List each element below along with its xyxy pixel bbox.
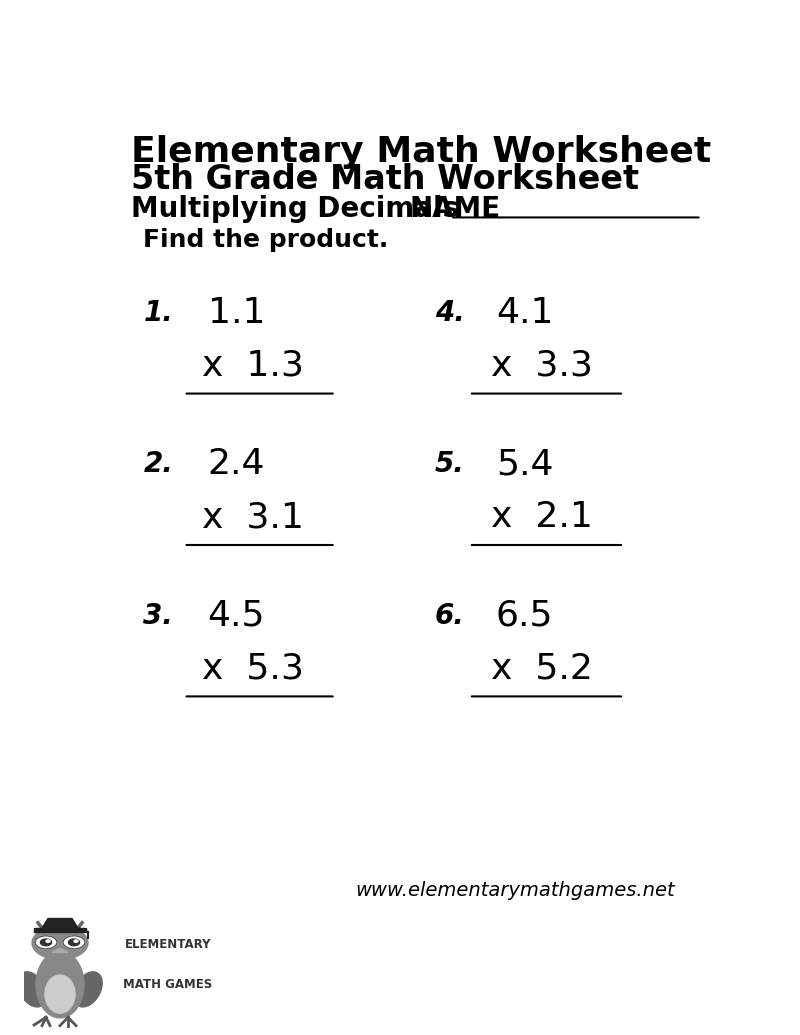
Polygon shape [42, 918, 78, 928]
Ellipse shape [45, 975, 75, 1013]
Text: 5.4: 5.4 [496, 447, 554, 481]
Text: x  3.1: x 3.1 [202, 500, 304, 534]
Text: x  5.3: x 5.3 [202, 651, 304, 685]
Polygon shape [52, 948, 68, 952]
Text: NAME: NAME [410, 196, 501, 224]
Text: 2.4: 2.4 [208, 447, 265, 481]
Text: ELEMENTARY: ELEMENTARY [125, 938, 211, 950]
Circle shape [63, 936, 85, 949]
Circle shape [46, 940, 50, 942]
Text: 4.1: 4.1 [496, 296, 554, 330]
Text: 2.: 2. [143, 450, 173, 478]
Text: x  2.1: x 2.1 [490, 500, 593, 534]
Text: 1.: 1. [143, 299, 173, 327]
Text: Find the product.: Find the product. [143, 228, 389, 252]
Text: x  3.3: x 3.3 [490, 349, 593, 383]
Text: 1.1: 1.1 [208, 296, 265, 330]
Circle shape [74, 940, 78, 942]
Text: x  5.2: x 5.2 [490, 651, 593, 685]
Circle shape [32, 926, 88, 959]
Circle shape [35, 936, 57, 949]
Text: MATH GAMES: MATH GAMES [123, 978, 213, 992]
Text: 5th Grade Math Worksheet: 5th Grade Math Worksheet [131, 164, 639, 197]
Ellipse shape [36, 951, 84, 1018]
Text: x  1.3: x 1.3 [202, 349, 304, 383]
Text: 3.: 3. [143, 602, 173, 630]
Text: 6.5: 6.5 [496, 599, 554, 633]
Ellipse shape [18, 972, 46, 1007]
Text: 6.: 6. [435, 602, 465, 630]
Text: 4.: 4. [435, 299, 465, 327]
FancyBboxPatch shape [34, 928, 86, 933]
Text: 4.5: 4.5 [208, 599, 265, 633]
Text: Multiplying Decimals: Multiplying Decimals [131, 196, 459, 224]
Text: www.elementarymathgames.net: www.elementarymathgames.net [355, 882, 675, 900]
Text: 5.: 5. [435, 450, 465, 478]
Circle shape [40, 939, 51, 946]
Circle shape [69, 939, 79, 946]
Ellipse shape [74, 972, 102, 1007]
Text: Elementary Math Worksheet: Elementary Math Worksheet [131, 136, 711, 169]
